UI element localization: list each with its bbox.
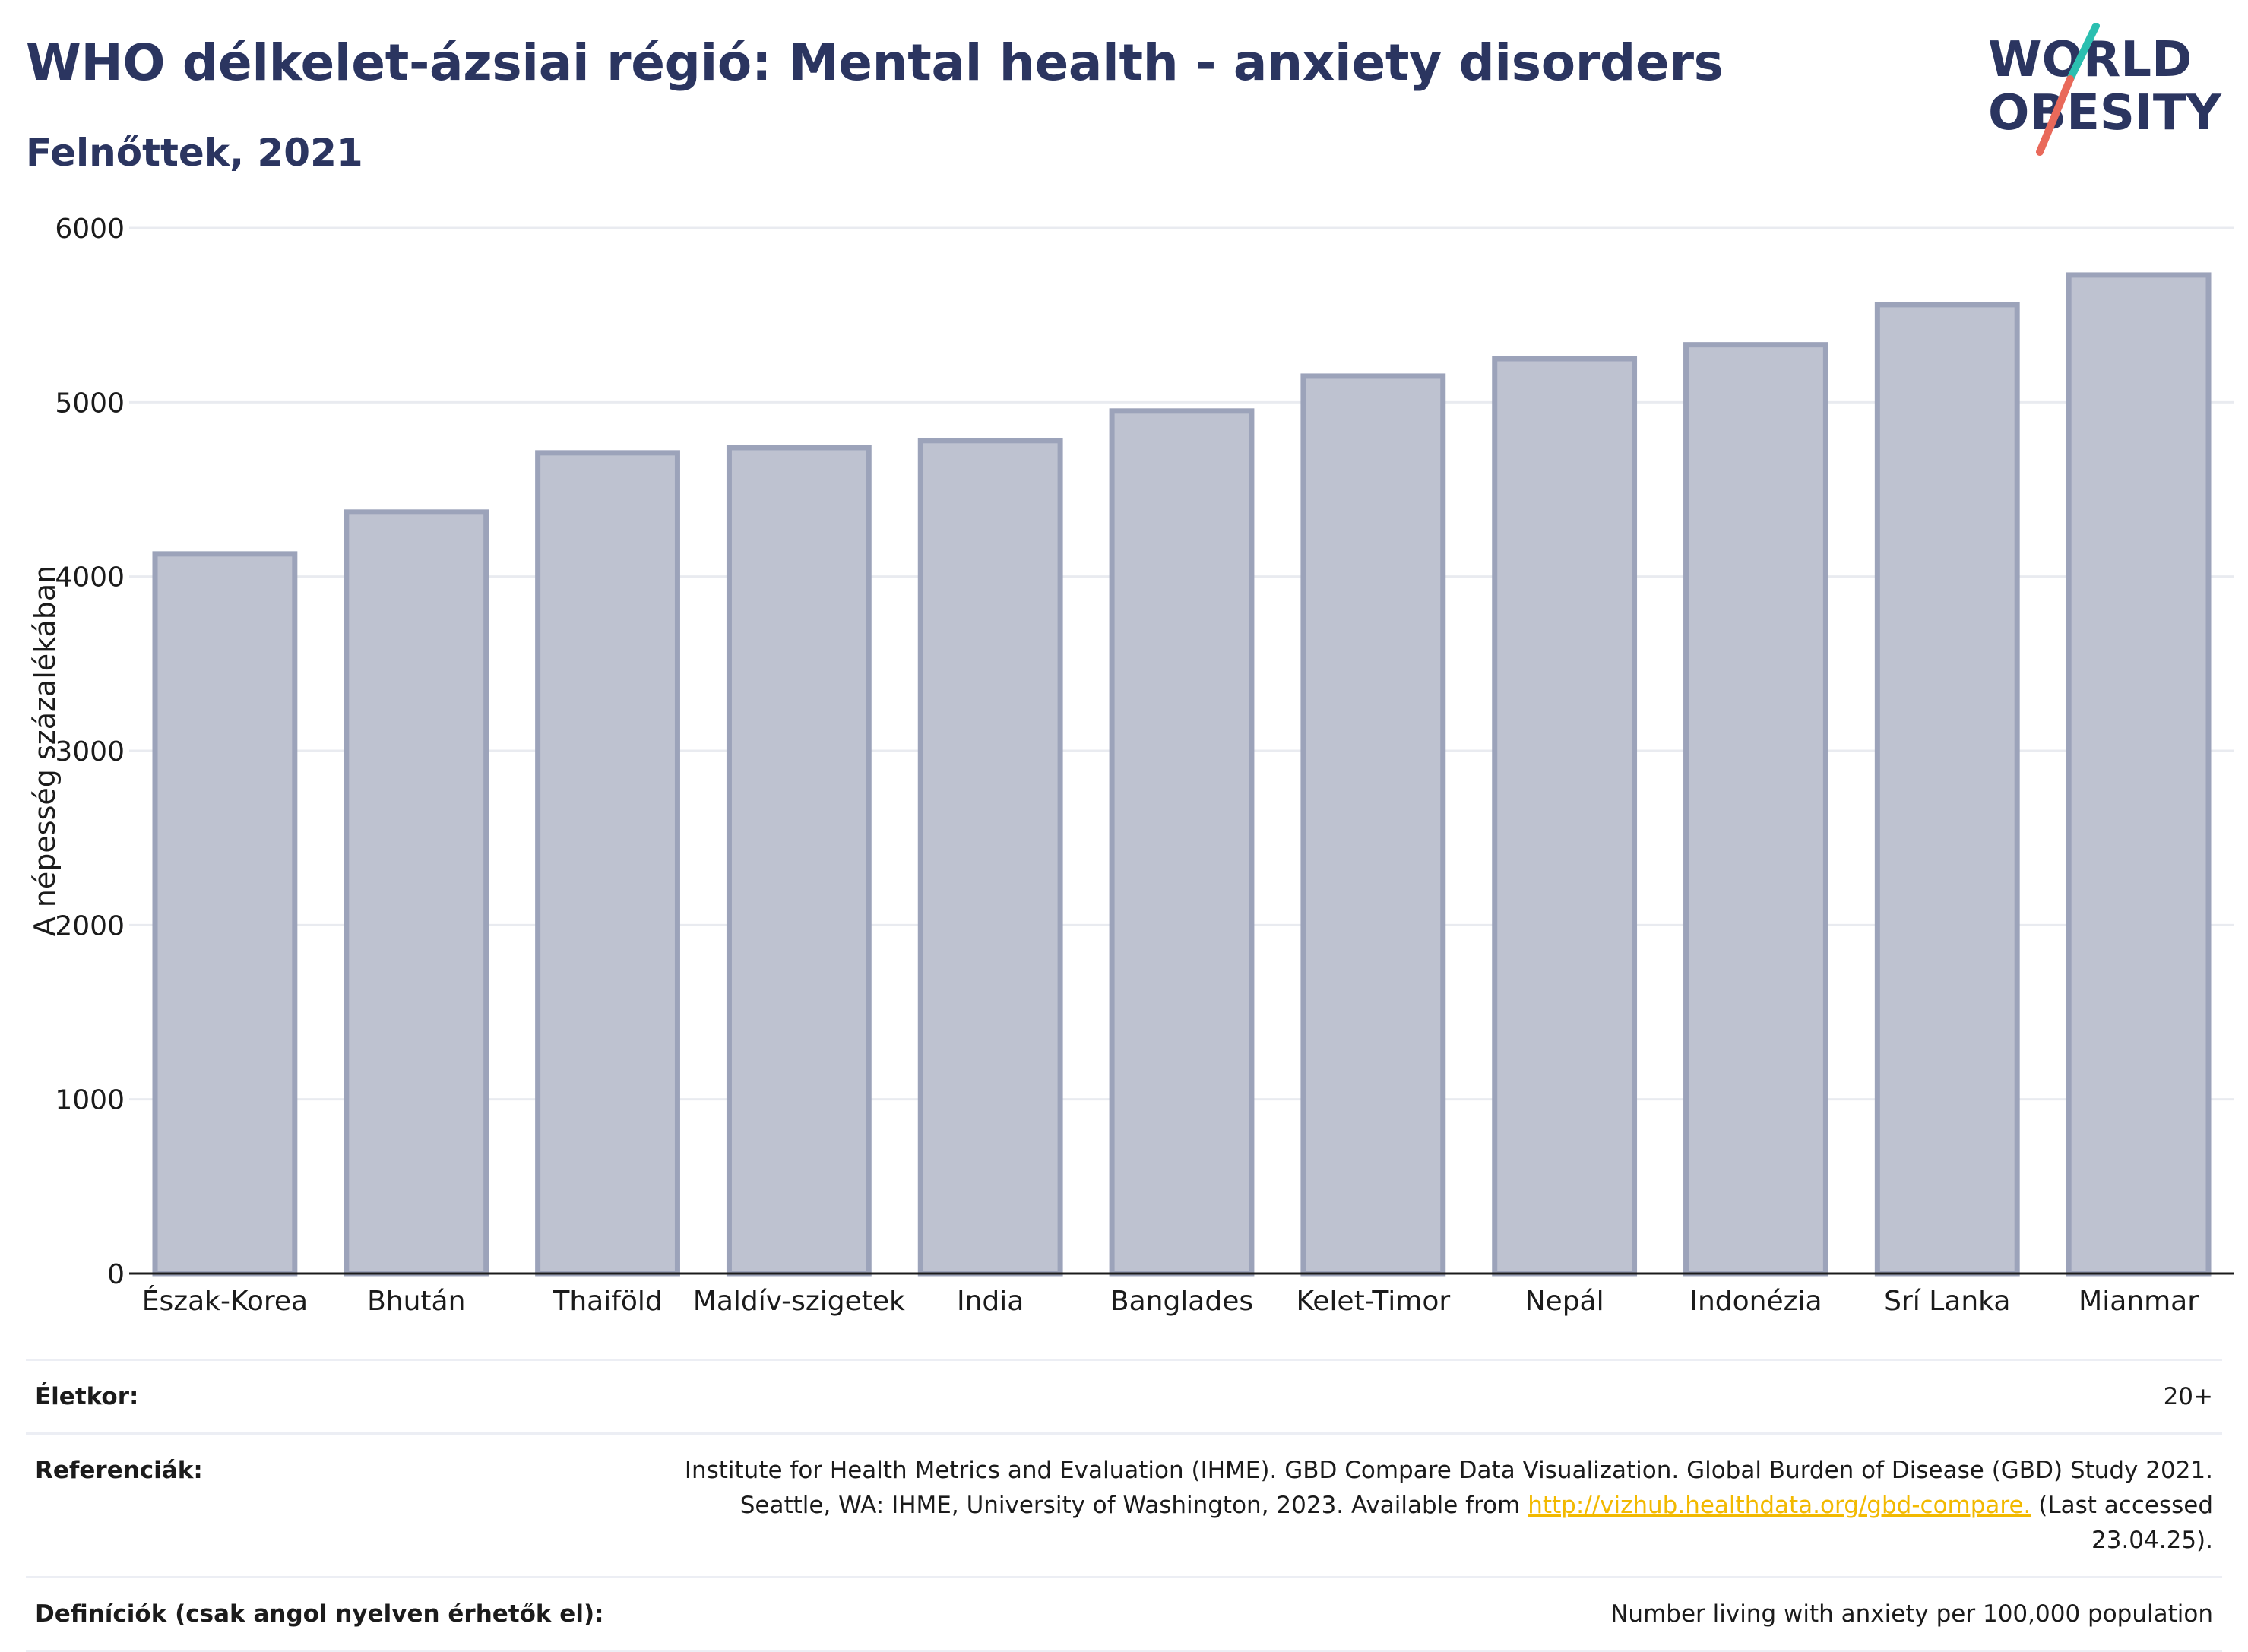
definitions-value: Number living with anxiety per 100,000 p… [1610, 1600, 2213, 1628]
age-label: Életkor: [35, 1383, 139, 1410]
references-text: Institute for Health Metrics and Evaluat… [684, 1457, 2213, 1519]
x-tick-label: Kelet-Timor [1296, 1286, 1450, 1317]
x-tick-label: Indonézia [1689, 1286, 1822, 1317]
gbd-compare-link[interactable]: http://vizhub.healthdata.org/gbd-compare… [1528, 1492, 2031, 1519]
logo-slash-top [2066, 23, 2100, 83]
x-tick-label: India [957, 1286, 1024, 1317]
references-text-end: (Last accessed 23.04.25). [2031, 1492, 2213, 1554]
bar [1300, 373, 1446, 1277]
y-tick-label: 1000 [55, 1085, 125, 1116]
logo-text-obesity: OBESITY [1988, 85, 2221, 141]
bar [535, 450, 680, 1277]
y-tick-label: 5000 [55, 388, 125, 419]
y-tick-label: 2000 [55, 910, 125, 942]
x-tick-label: Srí Lanka [1884, 1286, 2010, 1317]
x-tick-label: Nepál [1525, 1286, 1604, 1317]
x-tick-label: Bhután [367, 1286, 465, 1317]
chart-subtitle: Felnőttek, 2021 [26, 131, 363, 175]
y-tick-label: 4000 [55, 562, 125, 593]
x-tick-label: Mianmar [2079, 1286, 2199, 1317]
x-tick-label: Thaiföld [552, 1286, 662, 1317]
bars [152, 272, 2212, 1277]
info-row-definitions: Definíciók (csak angol nyelven érhetők e… [26, 1576, 2222, 1652]
y-tick-label: 0 [107, 1259, 125, 1290]
bar [1683, 342, 1828, 1277]
info-row-references: Referenciák: Institute for Health Metric… [26, 1432, 2222, 1576]
bar [152, 551, 298, 1277]
age-value: 20+ [2163, 1383, 2213, 1410]
bar [1492, 356, 1638, 1277]
bar [2066, 272, 2212, 1277]
x-tick-label: Banglades [1110, 1286, 1253, 1317]
y-axis-label: A népesség százalékában [28, 565, 62, 937]
references-label: Referenciák: [35, 1457, 203, 1484]
x-tick-label: Észak-Korea [142, 1285, 308, 1317]
definitions-label: Definíciók (csak angol nyelven érhetők e… [35, 1600, 604, 1628]
bar [344, 509, 489, 1277]
bar [1874, 302, 2020, 1277]
logo-slash-bottom [2036, 75, 2074, 156]
info-row-age: Életkor: 20+ [26, 1359, 2222, 1432]
references-value: Institute for Health Metrics and Evaluat… [628, 1453, 2213, 1558]
bar [726, 445, 872, 1277]
bar [1109, 408, 1255, 1277]
bar [917, 438, 1063, 1277]
y-tick-label: 3000 [55, 736, 125, 767]
x-axis-ticks: Észak-Korea Bhután Thaiföld Maldív-szigetek… [142, 1285, 2199, 1317]
world-obesity-logo: WORLD OBESITY [1988, 23, 2221, 156]
bar-chart: 0 1000 2000 3000 4000 5000 6000 Észak-Korea Bhu… [28, 214, 2234, 1317]
y-tick-label: 6000 [55, 214, 125, 245]
y-axis-ticks: 0 1000 2000 3000 4000 5000 6000 [55, 214, 125, 1290]
info-table: Életkor: 20+ Referenciák: Institute for … [26, 1359, 2222, 1652]
chart-title: WHO délkelet-ázsiai régió: Mental health… [26, 33, 1724, 92]
x-tick-label: Maldív-szigetek [693, 1286, 905, 1317]
